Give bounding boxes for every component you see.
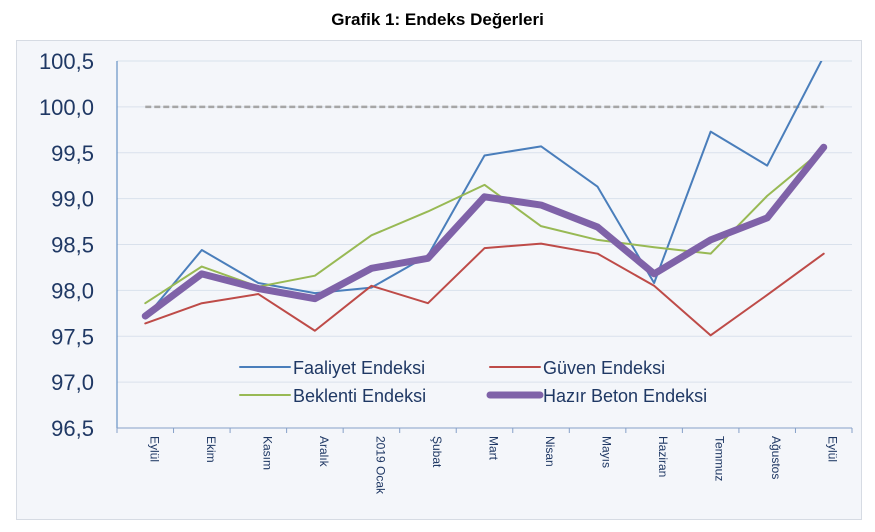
y-tick-label: 98,0 <box>51 278 94 303</box>
chart-area <box>16 40 862 520</box>
x-tick-label: Haziran <box>656 436 670 477</box>
legend-label: Hazır Beton Endeksi <box>543 386 707 406</box>
y-tick-label: 98,5 <box>51 233 94 258</box>
x-tick-label: Şubat <box>430 436 444 468</box>
series-line-g-ven-endeksi <box>144 242 825 337</box>
x-tick-label: Temmuz <box>713 436 727 481</box>
series-line-haz-r-beton-endeksi <box>141 143 828 320</box>
x-tick-label: Nisan <box>543 436 557 467</box>
legend-label: Güven Endeksi <box>543 358 665 378</box>
series-line-beklenti-endeksi <box>144 148 825 305</box>
y-tick-label: 99,0 <box>51 187 94 212</box>
y-tick-label: 100,0 <box>39 95 94 120</box>
chart-title: Grafik 1: Endeks Değerleri <box>331 10 544 29</box>
legend-label: Beklenti Endeksi <box>293 386 426 406</box>
legend-label: Faaliyet Endeksi <box>293 358 425 378</box>
x-tick-label: Mart <box>487 436 501 461</box>
x-tick-label: Eylül <box>147 436 161 462</box>
series-line-faaliyet-endeksi <box>144 61 823 319</box>
x-tick-label: Ekim <box>204 436 218 463</box>
y-tick-label: 97,5 <box>51 324 94 349</box>
y-tick-label: 96,5 <box>51 416 94 441</box>
x-tick-label: Mayıs <box>600 436 614 468</box>
x-tick-label: 2019 Ocak <box>373 436 387 495</box>
y-tick-label: 97,0 <box>51 370 94 395</box>
x-tick-label: Aralık <box>317 436 331 468</box>
x-tick-label: Ağustos <box>769 436 783 479</box>
y-tick-label: 100,5 <box>39 49 94 74</box>
x-tick-label: Eylül <box>826 436 840 462</box>
y-tick-label: 99,5 <box>51 141 94 166</box>
x-tick-label: Kasım <box>260 436 274 470</box>
